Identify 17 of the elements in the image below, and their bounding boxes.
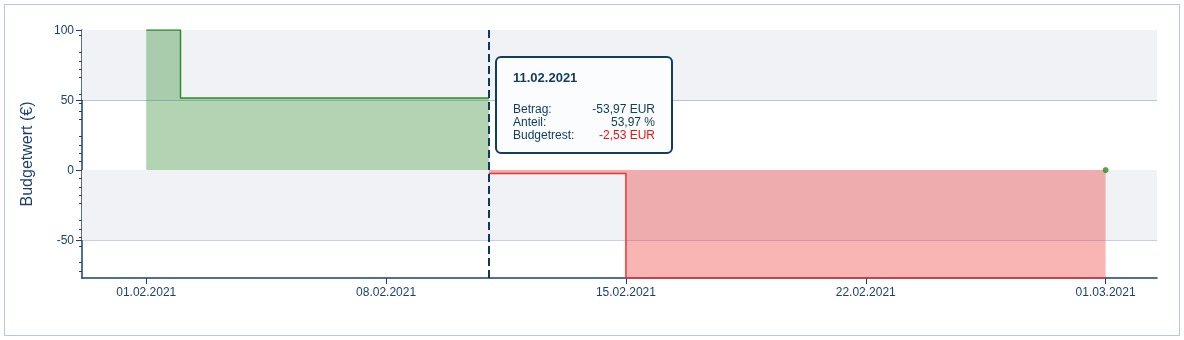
annotation: Budgetrest:	[513, 128, 575, 142]
annotation: Betrag:	[513, 102, 552, 116]
x-tick-label: 01.03.2021	[1075, 285, 1136, 299]
y-tick-label: 100	[53, 23, 75, 37]
annotation: -53,97 EUR	[592, 102, 655, 116]
x-tick-label: 15.02.2021	[595, 285, 657, 299]
y-axis-title: Budgetwert (€)	[17, 101, 35, 207]
x-tick-label: 22.02.2021	[835, 285, 897, 299]
y-tick-label: 0	[67, 163, 75, 178]
annotation: 11.02.2021	[513, 70, 579, 85]
annotation: -2,53 EUR	[598, 128, 655, 142]
x-tick-label: 08.02.2021	[356, 285, 417, 299]
annotation: Anteil:	[513, 115, 547, 129]
y-tick-label: -50	[56, 233, 75, 248]
y-tick-label: 50	[60, 93, 75, 108]
annotation: 53,97 %	[610, 115, 655, 129]
x-tick-label: 01.02.2021	[116, 285, 177, 299]
